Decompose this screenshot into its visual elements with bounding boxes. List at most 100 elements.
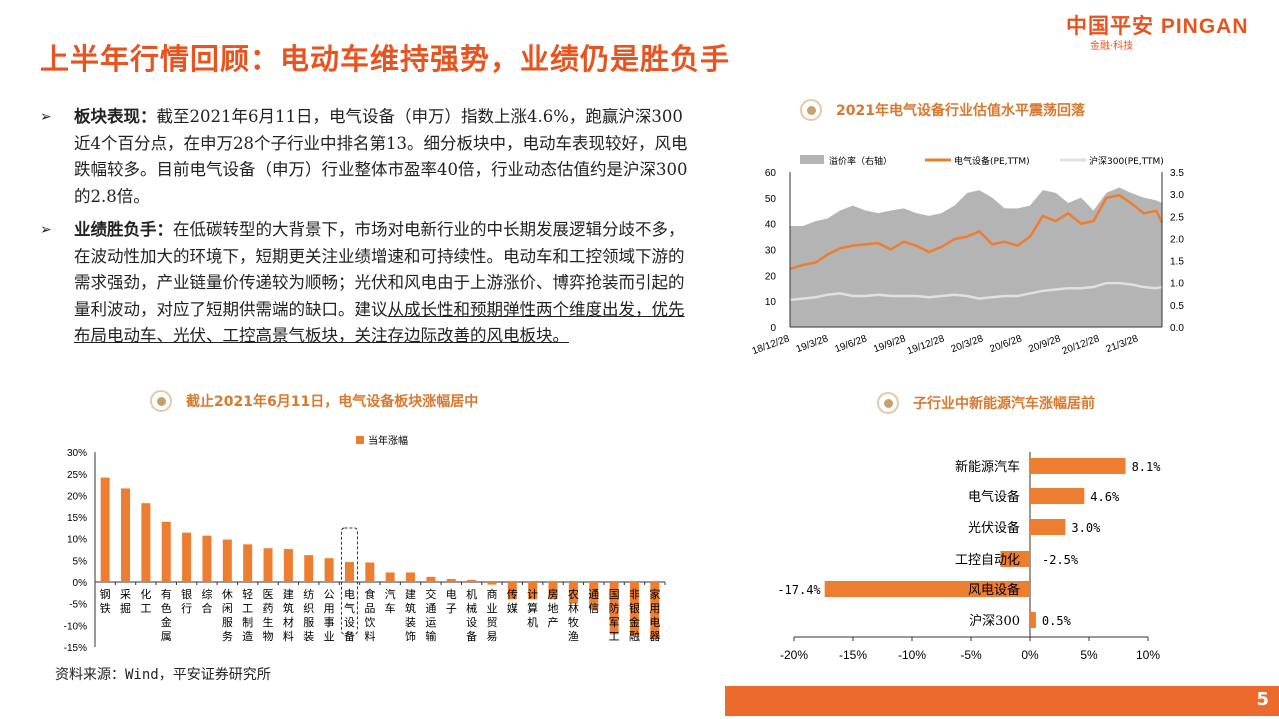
x-tick-label: -20% bbox=[780, 648, 808, 662]
y-tick-label: -15% bbox=[64, 643, 87, 654]
x-tick-label: 工 bbox=[609, 630, 620, 643]
y-tick-label: 25% bbox=[67, 470, 87, 481]
x-tick-label: 银 bbox=[181, 587, 192, 601]
bar bbox=[1030, 519, 1066, 535]
x-tick-label: 金 bbox=[161, 615, 172, 629]
category-label: 新能源汽车 bbox=[955, 459, 1020, 475]
left-y-tick-label: 60 bbox=[765, 168, 777, 179]
x-tick-label: 钢 bbox=[100, 588, 111, 601]
hs300-pe-line bbox=[789, 281, 1163, 302]
x-tick-label: 渔 bbox=[568, 630, 579, 643]
x-tick-label: 属 bbox=[161, 630, 172, 643]
bar bbox=[243, 544, 253, 582]
x-tick-label: 合 bbox=[201, 601, 212, 615]
x-tick-label: -15% bbox=[839, 648, 867, 662]
x-tick-label: 轻 bbox=[242, 587, 253, 601]
highlight-box bbox=[340, 527, 358, 635]
legend-swatch bbox=[356, 436, 364, 444]
bar bbox=[528, 582, 538, 600]
bar bbox=[385, 572, 395, 582]
x-tick-label: 融 bbox=[629, 630, 640, 643]
category-label: 风电设备 bbox=[968, 582, 1020, 598]
paragraph-text: 截至2021年6月11日，电气设备（申万）指数上涨4.6%，跑赢沪深300近4个… bbox=[74, 107, 688, 206]
category-label: 工控自动化 bbox=[955, 553, 1020, 568]
paragraph-text: 在低碳转型的大背景下，市场对电新行业的中长期发展逻辑分歧不多，在波动性加大的环境… bbox=[74, 220, 685, 319]
legend-label: 当年涨幅 bbox=[368, 434, 408, 447]
circle-icon bbox=[800, 99, 822, 121]
bar bbox=[824, 581, 1030, 597]
x-tick-label: 子 bbox=[446, 602, 457, 615]
x-tick-label: 媒 bbox=[507, 602, 518, 615]
x-tick-label: -10% bbox=[898, 648, 926, 662]
x-tick-label: 休 bbox=[222, 588, 233, 601]
x-tick-label: 备 bbox=[466, 629, 477, 643]
x-tick-label: 非 bbox=[629, 588, 640, 601]
x-tick-label: 用 bbox=[649, 602, 660, 615]
x-tick-label: 公 bbox=[324, 588, 335, 601]
x-tick-label: 通 bbox=[425, 602, 436, 615]
legend-label: 溢价率（右轴） bbox=[829, 155, 892, 167]
bar bbox=[406, 572, 416, 582]
section-title-valuation: 2021年电气设备行业估值水平震荡回落 bbox=[800, 99, 1085, 121]
paragraph-earnings: ➢ 业绩胜负手：在低碳转型的大背景下，市场对电新行业的中长期发展逻辑分歧不多，在… bbox=[40, 217, 690, 350]
bar bbox=[1030, 458, 1126, 474]
bar bbox=[344, 562, 354, 582]
x-tick-label: 装 bbox=[405, 616, 416, 629]
x-tick-label: 生 bbox=[263, 615, 274, 629]
legend-label: 电气设备(PE,TTM) bbox=[954, 155, 1030, 167]
x-tick-label: 制 bbox=[242, 616, 253, 629]
right-y-tick-label: 1.0 bbox=[1170, 279, 1184, 290]
left-y-tick-label: 10 bbox=[765, 297, 777, 308]
y-tick-label: 0% bbox=[73, 578, 88, 589]
x-tick-label: 备 bbox=[344, 629, 355, 643]
x-tick-label: 造 bbox=[242, 629, 253, 643]
y-tick-label: 15% bbox=[67, 513, 87, 524]
legend-swatch bbox=[800, 155, 824, 164]
x-tick-label: 物 bbox=[263, 629, 274, 643]
x-tick-label: 19/9/28 bbox=[872, 333, 908, 355]
x-tick-label: 务 bbox=[222, 630, 233, 643]
summary-text: ➢ 板块表现：截至2021年6月11日，电气设备（申万）指数上涨4.6%，跑赢沪… bbox=[40, 104, 690, 357]
x-tick-label: 银 bbox=[629, 601, 640, 615]
bar bbox=[324, 558, 334, 582]
bar bbox=[507, 582, 517, 600]
x-tick-label: 19/3/28 bbox=[795, 333, 831, 355]
section-title-sector: 截止2021年6月11日，电气设备板块涨幅居中 bbox=[150, 390, 478, 412]
page-number: 5 bbox=[1256, 689, 1269, 710]
x-tick-label: 交 bbox=[425, 587, 436, 601]
bar bbox=[1000, 551, 1030, 567]
x-tick-label: 传 bbox=[507, 588, 518, 601]
bar bbox=[182, 532, 192, 582]
x-tick-label: 工 bbox=[140, 602, 151, 615]
x-tick-label: 建 bbox=[283, 587, 294, 601]
x-tick-label: 筑 bbox=[405, 601, 416, 615]
paragraph-heading: 板块表现： bbox=[74, 107, 157, 126]
x-tick-label: 算 bbox=[527, 601, 538, 615]
circle-icon bbox=[877, 392, 899, 414]
x-tick-label: 料 bbox=[364, 629, 375, 643]
x-tick-label: 军 bbox=[609, 616, 620, 629]
bar bbox=[365, 562, 375, 582]
value-label: -2.5% bbox=[1042, 553, 1079, 567]
bar bbox=[1030, 488, 1085, 504]
x-tick-label: 贸 bbox=[486, 616, 497, 629]
category-label: 电气设备 bbox=[968, 489, 1020, 505]
bar bbox=[609, 582, 619, 635]
y-tick-label: -5% bbox=[69, 600, 87, 611]
x-tick-label: -5% bbox=[960, 648, 982, 662]
x-tick-label: 设 bbox=[466, 616, 477, 629]
bar bbox=[222, 539, 232, 582]
x-tick-label: 机 bbox=[466, 587, 477, 601]
bar bbox=[650, 582, 660, 640]
page-title: 上半年行情回顾：电动车维持强势，业绩仍是胜负手 bbox=[40, 42, 731, 76]
bar bbox=[589, 582, 599, 610]
x-tick-label: 牧 bbox=[568, 615, 579, 629]
bar bbox=[283, 549, 293, 582]
x-tick-label: 19/12/28 bbox=[906, 333, 947, 357]
x-tick-label: 织 bbox=[303, 602, 314, 615]
x-tick-label: 输 bbox=[425, 629, 436, 643]
left-y-tick-label: 0 bbox=[770, 323, 776, 334]
x-tick-label: 采 bbox=[120, 588, 131, 601]
x-tick-label: 医 bbox=[263, 588, 274, 601]
